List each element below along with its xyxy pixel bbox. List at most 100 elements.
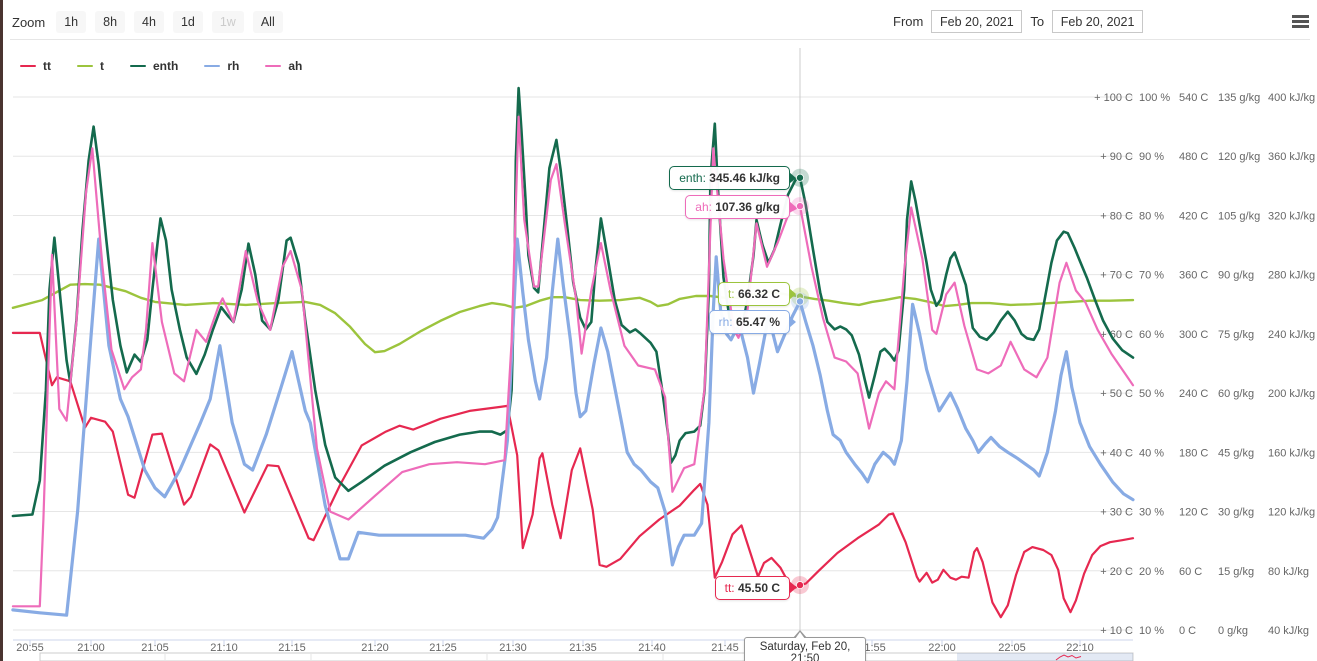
x-axis-label: 21:40 xyxy=(638,642,666,654)
legend-label: rh xyxy=(227,59,240,73)
y-axis-label-temp: + 70 C xyxy=(1100,270,1133,282)
navigator-selected-range[interactable] xyxy=(957,653,1133,661)
y-axis-label-temp: + 60 C xyxy=(1100,329,1133,341)
tooltip-rh: rh: 65.47 % xyxy=(708,310,796,334)
y-axis-label-kjkg: 280 kJ/kg xyxy=(1268,270,1315,282)
y-axis-label-pct: 20 % xyxy=(1139,566,1164,578)
marker-enth xyxy=(796,173,805,182)
legend-dash-icon xyxy=(265,64,282,68)
y-axis-label-temp: + 40 C xyxy=(1100,447,1133,459)
series-ah[interactable] xyxy=(11,115,1135,608)
y-axis-label-pct: 60 % xyxy=(1139,329,1164,341)
legend-label: t xyxy=(100,59,104,73)
tooltip-arrow xyxy=(789,288,796,300)
y-axis-label-temp: + 80 C xyxy=(1100,210,1133,222)
legend-item-enth[interactable]: enth xyxy=(130,59,178,73)
zoom-button-1w: 1w xyxy=(211,11,244,33)
legend-item-ah[interactable]: ah xyxy=(265,59,302,73)
y-axis-label-gkg: 15 g/kg xyxy=(1218,566,1254,578)
y-axis-label-kjkg: 320 kJ/kg xyxy=(1268,210,1315,222)
y-axis-label-gkg: 105 g/kg xyxy=(1218,210,1260,222)
from-label: From xyxy=(893,14,924,29)
y-axis-label-temp2: 540 C xyxy=(1179,92,1208,104)
y-axis-label-kjkg: 80 kJ/kg xyxy=(1268,566,1309,578)
series-rh[interactable] xyxy=(11,237,1135,617)
legend-item-tt[interactable]: tt xyxy=(20,59,51,73)
y-axis-label-temp: + 50 C xyxy=(1100,388,1133,400)
x-axis-label: 20:55 xyxy=(16,642,44,654)
y-axis-label-gkg: 0 g/kg xyxy=(1218,625,1248,637)
legend-item-t[interactable]: t xyxy=(77,59,104,73)
legend-dash-icon xyxy=(20,64,36,68)
series-t[interactable] xyxy=(11,282,1135,354)
tooltip-series-name: ah: xyxy=(695,200,716,214)
zoom-button-4h[interactable]: 4h xyxy=(134,11,164,33)
y-axis-label-pct: 80 % xyxy=(1139,210,1164,222)
y-axis-label-pct: 50 % xyxy=(1139,388,1164,400)
zoom-button-all[interactable]: All xyxy=(252,11,283,33)
tooltip-ah: ah: 107.36 g/kg xyxy=(685,195,796,219)
tooltip-arrow xyxy=(789,316,796,328)
hamburger-menu-icon[interactable] xyxy=(1292,15,1309,30)
y-axis-label-kjkg: 240 kJ/kg xyxy=(1268,329,1315,341)
date-range: From To xyxy=(893,10,1144,33)
x-axis-label: 22:05 xyxy=(998,642,1026,654)
y-axis-label-temp2: 360 C xyxy=(1179,270,1208,282)
tooltip-arrow xyxy=(789,201,796,213)
y-axis-label-pct: 40 % xyxy=(1139,447,1164,459)
y-axis-label-gkg: 60 g/kg xyxy=(1218,388,1254,400)
y-axis-label-pct: 100 % xyxy=(1139,92,1170,104)
window-edge xyxy=(0,0,3,661)
y-axis-label-pct: 10 % xyxy=(1139,625,1164,637)
tooltip-value: 107.36 g/kg xyxy=(715,200,780,214)
navigator[interactable] xyxy=(39,652,1134,661)
legend-label: tt xyxy=(43,59,51,73)
tooltip-tt: tt: 45.50 C xyxy=(714,576,796,600)
y-axis-label-gkg: 30 g/kg xyxy=(1218,507,1254,519)
zoom-button-8h[interactable]: 8h xyxy=(95,11,126,33)
x-axis-label: 21:10 xyxy=(210,642,238,654)
y-axis-label-temp2: 480 C xyxy=(1179,151,1208,163)
to-date-input[interactable] xyxy=(1052,10,1144,33)
y-axis-label-gkg: 120 g/kg xyxy=(1218,151,1260,163)
from-date-input[interactable] xyxy=(931,10,1023,33)
y-axis-label-temp2: 120 C xyxy=(1179,507,1208,519)
tooltip-series-name: t: xyxy=(727,287,738,301)
tooltip-series-name: rh: xyxy=(718,315,736,329)
y-axis-label-kjkg: 40 kJ/kg xyxy=(1268,625,1309,637)
tooltip-t: t: 66.32 C xyxy=(717,282,796,306)
tooltip-enth: enth: 345.46 kJ/kg xyxy=(669,166,796,190)
legend-label: enth xyxy=(153,59,179,73)
y-axis-label-temp2: 300 C xyxy=(1179,329,1208,341)
y-axis-label-kjkg: 160 kJ/kg xyxy=(1268,447,1315,459)
y-axis-label-pct: 30 % xyxy=(1139,507,1164,519)
x-axis-label: 21:35 xyxy=(569,642,597,654)
y-axis-label-kjkg: 360 kJ/kg xyxy=(1268,151,1315,163)
marker-rh xyxy=(796,297,805,306)
tooltip-arrow xyxy=(789,172,796,184)
y-axis-label-temp2: 60 C xyxy=(1179,566,1202,578)
y-axis-label-temp2: 180 C xyxy=(1179,447,1208,459)
x-axis-label: 21:00 xyxy=(77,642,105,654)
y-axis-label-temp: + 30 C xyxy=(1100,507,1133,519)
x-axis-label: 21:25 xyxy=(429,642,457,654)
xaxis-tooltip: Saturday, Feb 20, 21:50 xyxy=(744,637,866,661)
series-enth[interactable] xyxy=(11,86,1135,518)
to-label: To xyxy=(1030,14,1045,29)
y-axis-label-pct: 90 % xyxy=(1139,151,1164,163)
y-axis-label-kjkg: 120 kJ/kg xyxy=(1268,507,1315,519)
tooltip-series-name: tt: xyxy=(724,581,738,595)
zoom-button-1d[interactable]: 1d xyxy=(172,11,203,33)
marker-ah xyxy=(796,202,805,211)
y-axis-label-gkg: 90 g/kg xyxy=(1218,270,1254,282)
y-axis-label-gkg: 135 g/kg xyxy=(1218,92,1260,104)
y-axis-label-kjkg: 200 kJ/kg xyxy=(1268,388,1315,400)
zoom-button-1h[interactable]: 1h xyxy=(56,11,87,33)
legend-item-rh[interactable]: rh xyxy=(204,59,239,73)
y-axis-label-pct: 70 % xyxy=(1139,270,1164,282)
x-axis-label: 21:15 xyxy=(278,642,306,654)
range-selector: Zoom 1h 8h 4h 1d 1w All xyxy=(12,11,283,33)
legend: tt t enth rh ah xyxy=(20,59,302,73)
legend-label: ah xyxy=(288,59,303,73)
